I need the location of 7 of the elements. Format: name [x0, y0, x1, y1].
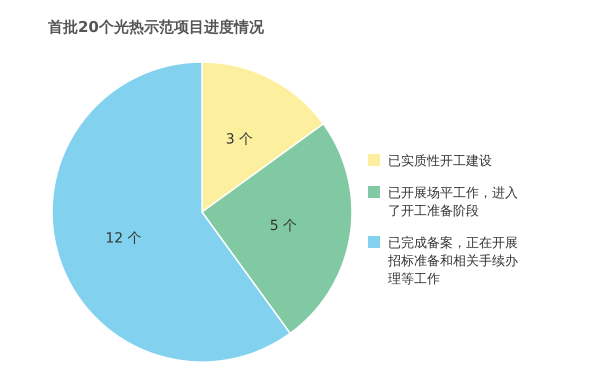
data-label: 12 个	[105, 230, 142, 246]
legend-label: 已实质性开工建设	[388, 154, 492, 169]
data-label: 5 个	[270, 218, 298, 234]
legend-label: 已开展场平工作，进入了开工准备阶段	[388, 186, 518, 219]
legend-label: 已完成备案，正在开展招标准备和相关手续办理等工作	[387, 235, 518, 287]
data-label: 3 个	[226, 131, 254, 148]
chart-title: 首批20个光热示范项目进度情况	[47, 18, 265, 36]
